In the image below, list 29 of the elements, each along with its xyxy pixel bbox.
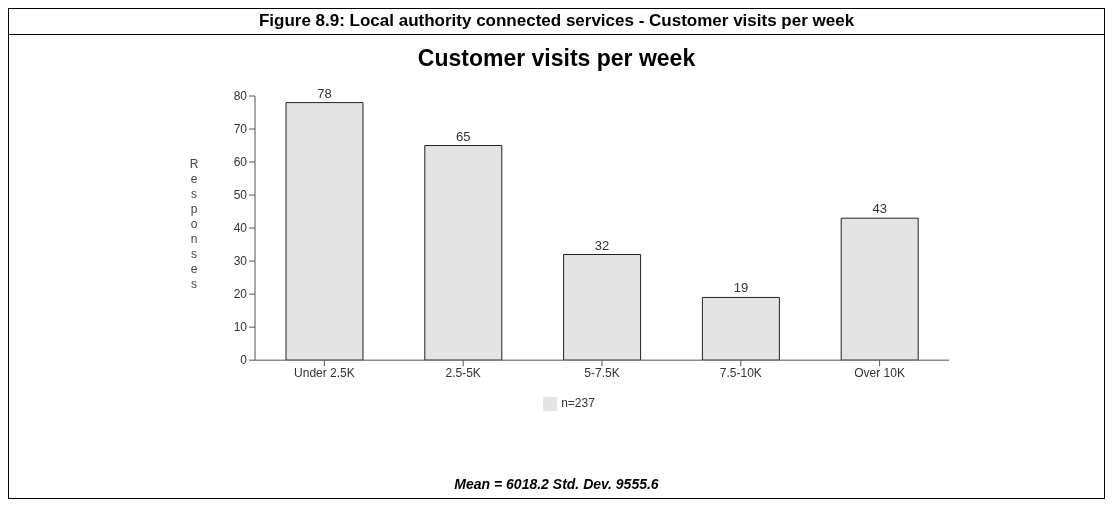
data-label: 19: [733, 280, 749, 296]
y-tick-label: 30: [233, 254, 248, 269]
bar: [701, 296, 780, 361]
bar: [285, 102, 364, 361]
chart-title: Figure 8.9: Local authority connected services - Customer visits per week: [9, 9, 1104, 35]
y-tick-label: 40: [233, 221, 248, 236]
data-label: 65: [456, 128, 471, 144]
x-tick-label: 7.5-10K: [719, 365, 762, 380]
y-tick-label: 70: [233, 122, 248, 137]
y-tick-label: 0: [240, 353, 248, 368]
bar: [424, 145, 503, 361]
x-tick-label: 2.5-5K: [445, 365, 481, 380]
y-tick-label: 60: [233, 155, 248, 170]
y-tick-label: 10: [233, 320, 248, 335]
y-axis-title: Responses: [187, 157, 201, 292]
x-tick-label: 5-7.5K: [584, 365, 620, 380]
y-tick-label: 20: [233, 287, 248, 302]
legend-label: n=237: [561, 396, 595, 411]
data-label: 32: [594, 237, 610, 253]
data-label: 43: [872, 201, 887, 217]
x-tick-label: Over 10K: [854, 365, 905, 380]
bar: [563, 254, 642, 361]
text: Mean = 6018.2 Std. Dev. 9555.6: [453, 476, 660, 492]
y-tick-label: 50: [233, 188, 248, 203]
bar: [840, 217, 919, 361]
y-tick-label: 80: [233, 89, 248, 104]
x-tick-label: Under 2.5K: [294, 365, 355, 380]
data-label: 78: [317, 85, 332, 101]
chart-subtitle: Customer visits per week: [416, 45, 697, 72]
